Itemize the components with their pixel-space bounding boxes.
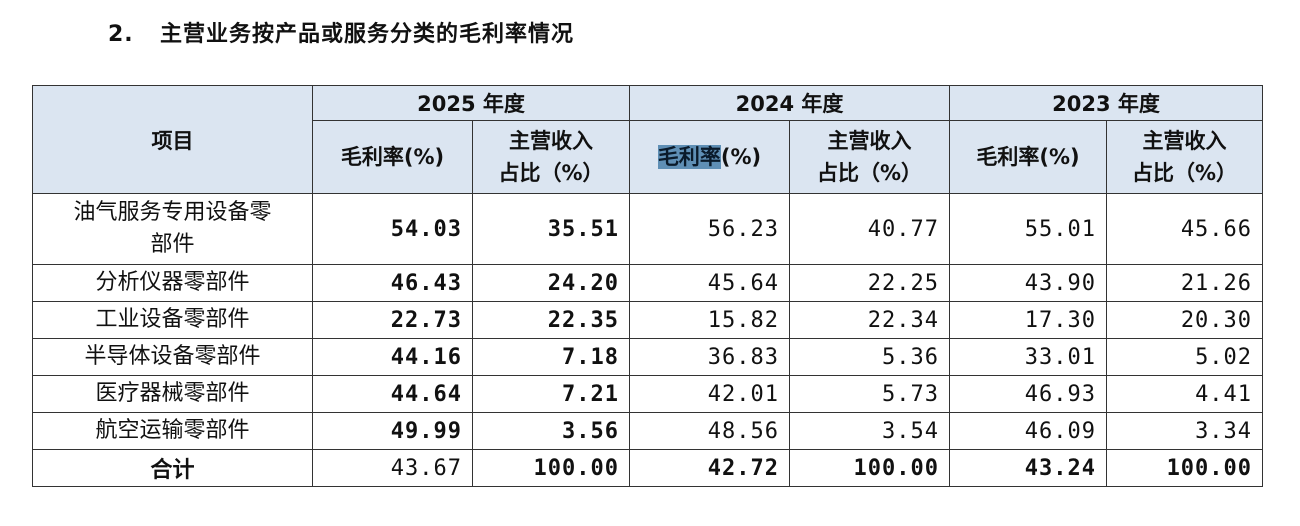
value-cell: 22.34 [789,301,951,339]
value-cell: 15.82 [629,301,791,339]
value-cell: 3.56 [471,412,631,450]
total-label: 合计 [32,449,313,487]
table-row: 航空运输零部件 49.99 3.56 48.56 3.54 46.09 3.34 [32,412,1264,450]
value-cell: 45.64 [629,264,791,302]
value-cell: 21.26 [1106,264,1264,302]
value-cell: 56.23 [629,193,791,265]
value-cell: 3.54 [789,412,951,450]
value-cell: 42.01 [629,375,791,413]
row-label: 半导体设备零部件 [32,338,313,376]
value-cell: 46.43 [312,264,473,302]
value-cell: 46.09 [949,412,1108,450]
margin-header-2023: 毛利率(%) [949,120,1108,194]
table-row: 分析仪器零部件 46.43 24.20 45.64 22.25 43.90 21… [32,264,1264,302]
value-cell: 7.21 [471,375,631,413]
table-row: 医疗器械零部件 44.64 7.21 42.01 5.73 46.93 4.41 [32,375,1264,413]
share-header-2023: 主营收入 占比（%） [1106,120,1264,194]
value-cell: 7.18 [471,338,631,376]
total-value-cell: 42.72 [629,449,791,487]
value-cell: 55.01 [949,193,1108,265]
value-cell: 44.64 [312,375,473,413]
section-number: 2. [108,22,134,47]
total-row: 合计 43.67 100.00 42.72 100.00 43.24 100.0… [32,449,1264,487]
value-cell: 36.83 [629,338,791,376]
gross-margin-table: 项目 2025 年度 2024 年度 2023 年度 毛利率(%) 主营收入 占比… [32,85,1264,487]
row-label: 分析仪器零部件 [32,264,313,302]
value-cell: 22.73 [312,301,473,339]
value-cell: 45.66 [1106,193,1264,265]
margin-header-2024: 毛利率(%) [629,120,791,194]
table-row: 油气服务专用设备零 部件 54.03 35.51 56.23 40.77 55.0… [32,193,1264,265]
value-cell: 5.02 [1106,338,1264,376]
total-value-cell: 100.00 [1106,449,1264,487]
value-cell: 3.34 [1106,412,1264,450]
value-cell: 20.30 [1106,301,1264,339]
value-cell: 54.03 [312,193,473,265]
section-heading: 2. 主营业务按产品或服务分类的毛利率情况 [108,16,574,48]
year-header-2023: 2023 年度 [949,85,1264,121]
value-cell: 35.51 [471,193,631,265]
value-cell: 4.41 [1106,375,1264,413]
total-value-cell: 43.67 [312,449,473,487]
share-header-2025: 主营收入 占比（%） [471,120,631,194]
value-cell: 33.01 [949,338,1108,376]
value-cell: 24.20 [471,264,631,302]
value-cell: 17.30 [949,301,1108,339]
row-label: 油气服务专用设备零 部件 [32,193,313,265]
margin-header-2025: 毛利率(%) [312,120,473,194]
table-row: 工业设备零部件 22.73 22.35 15.82 22.34 17.30 20… [32,301,1264,339]
selected-text-highlight: 毛利率 [657,145,721,169]
value-cell: 40.77 [789,193,951,265]
row-label: 航空运输零部件 [32,412,313,450]
total-value-cell: 43.24 [949,449,1108,487]
year-header-2025: 2025 年度 [311,85,631,121]
total-value-cell: 100.00 [789,449,951,487]
item-column-header: 项目 [32,85,313,194]
table-row: 半导体设备零部件 44.16 7.18 36.83 5.36 33.01 5.0… [32,338,1264,376]
value-cell: 22.35 [471,301,631,339]
value-cell: 5.36 [789,338,951,376]
value-cell: 5.73 [789,375,951,413]
value-cell: 46.93 [949,375,1108,413]
total-value-cell: 100.00 [471,449,631,487]
value-cell: 43.90 [949,264,1108,302]
row-label: 医疗器械零部件 [32,375,313,413]
value-cell: 48.56 [629,412,791,450]
section-title: 主营业务按产品或服务分类的毛利率情况 [160,22,575,47]
share-header-2024: 主营收入 占比（%） [789,120,951,194]
value-cell: 49.99 [312,412,473,450]
row-label: 工业设备零部件 [32,301,313,339]
value-cell: 44.16 [312,338,473,376]
year-header-2024: 2024 年度 [629,85,951,121]
value-cell: 22.25 [789,264,951,302]
